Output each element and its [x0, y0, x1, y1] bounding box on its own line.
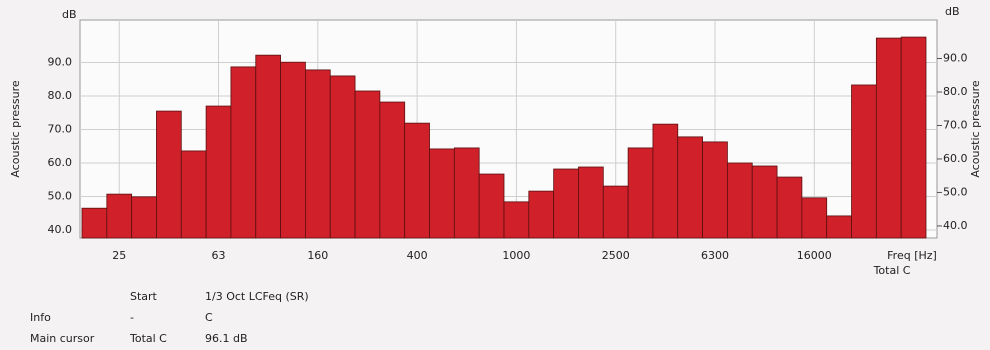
bar — [305, 69, 331, 239]
bar — [230, 66, 257, 239]
bar — [553, 168, 579, 239]
y-tick-label: 90.0 — [48, 56, 73, 69]
bar — [578, 166, 604, 239]
bar — [156, 110, 182, 239]
x-tick-label: 400 — [407, 249, 428, 262]
bar — [528, 190, 555, 239]
bar — [280, 61, 306, 239]
bar — [503, 201, 530, 239]
x-sublabel: Total C — [873, 264, 911, 277]
y-tick-label: 80.0 — [48, 89, 73, 102]
x-tick-label: 1000 — [502, 249, 530, 262]
bar — [627, 147, 654, 239]
bar — [81, 207, 108, 239]
bar — [826, 215, 852, 239]
bar — [801, 197, 828, 239]
bar — [131, 196, 157, 239]
bar — [453, 147, 480, 239]
y2-tick-label: 50.0 — [943, 185, 968, 198]
bar — [602, 185, 629, 239]
x-axis-label: Freq [Hz] — [887, 249, 937, 262]
x-tick-label: 25 — [112, 249, 126, 262]
y-tick-label: 60.0 — [48, 156, 73, 169]
info-cell: Total C — [129, 332, 167, 345]
info-cell: C — [205, 311, 213, 324]
x-tick-label: 16000 — [797, 249, 832, 262]
x-tick-label: 2500 — [602, 249, 630, 262]
y2-axis-label: Acoustic pressure — [969, 80, 982, 177]
y-unit: dB — [62, 8, 77, 21]
bar — [329, 75, 356, 239]
y2-tick-label: 90.0 — [943, 52, 968, 65]
y-tick-label: 50.0 — [48, 189, 73, 202]
info-cell: - — [130, 311, 134, 324]
bar — [652, 123, 679, 239]
y-tick-label: 70.0 — [48, 123, 73, 136]
bar — [702, 141, 728, 239]
info-cell: 96.1 dB — [205, 332, 248, 345]
bar — [677, 136, 703, 239]
bar — [404, 122, 430, 239]
x-tick-label: 160 — [307, 249, 328, 262]
y2-unit: dB — [945, 5, 960, 18]
bar — [106, 193, 133, 239]
bar — [776, 176, 803, 239]
bar — [354, 90, 381, 239]
bar — [255, 54, 281, 239]
bar — [727, 162, 753, 239]
bar — [751, 165, 778, 239]
info-cell: Start — [130, 290, 158, 303]
y-tick-label: 40.0 — [48, 223, 73, 236]
y2-tick-label: 40.0 — [943, 219, 968, 232]
y2-tick-label: 80.0 — [943, 85, 968, 98]
info-label: Info — [30, 311, 51, 324]
info-label: Main cursor — [30, 332, 95, 345]
bar — [478, 173, 505, 239]
bar — [379, 101, 406, 239]
bar — [205, 105, 232, 239]
bar — [900, 36, 927, 239]
bar — [429, 148, 455, 239]
x-tick-label: 6300 — [701, 249, 729, 262]
x-tick-label: 63 — [212, 249, 226, 262]
y2-tick-label: 60.0 — [943, 152, 968, 165]
info-block: Start 1/3 Oct LCFeq (SR) Info - C Main c… — [30, 290, 309, 345]
bar — [180, 150, 207, 239]
y-axis-label: Acoustic pressure — [9, 80, 22, 177]
bar — [851, 84, 877, 239]
info-cell: 1/3 Oct LCFeq (SR) — [205, 290, 309, 303]
bar — [875, 37, 902, 239]
y2-tick-label: 70.0 — [943, 118, 968, 131]
